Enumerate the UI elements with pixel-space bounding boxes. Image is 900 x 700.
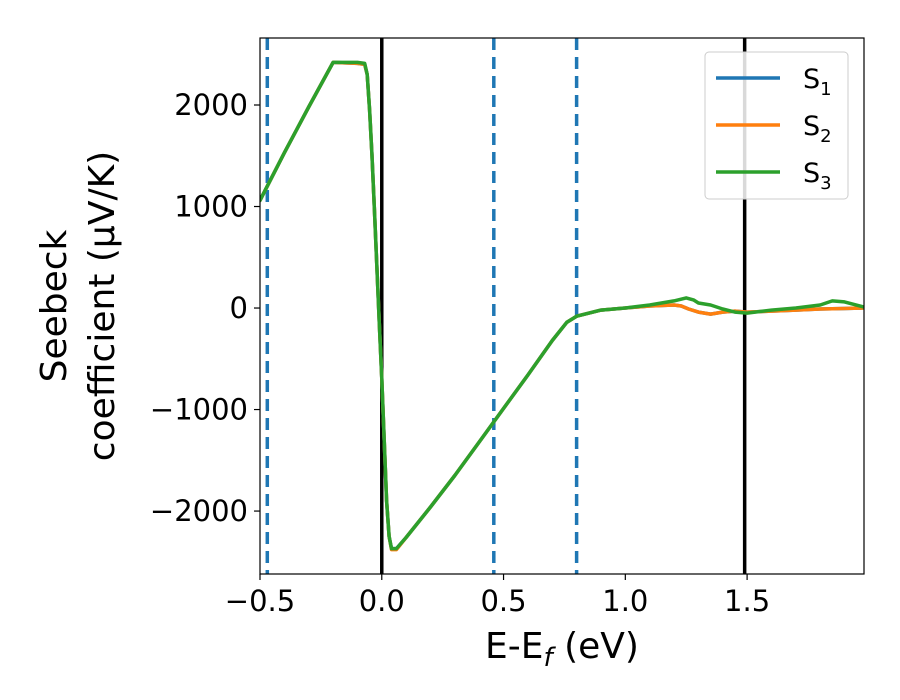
legend-label-S1: S1 bbox=[803, 64, 832, 100]
y-tick-label: 0 bbox=[230, 291, 248, 325]
x-axis-title: E-Ef (eV) bbox=[485, 626, 639, 673]
legend-label-S3: S3 bbox=[803, 158, 832, 194]
y-axis-title: Seebeck coefficient (μV/K) bbox=[34, 151, 123, 461]
x-tick-label: 1.5 bbox=[724, 584, 770, 618]
series-layer bbox=[260, 60, 864, 552]
y-axis-title-line-2: coefficient (μV/K) bbox=[82, 151, 123, 461]
plot-frame bbox=[259, 37, 865, 575]
y-axis-title-line-1: Seebeck bbox=[34, 229, 75, 382]
x-tick-label: −0.5 bbox=[225, 584, 295, 618]
series-line-S3 bbox=[260, 60, 864, 551]
x-tick-label: 0.5 bbox=[480, 584, 526, 618]
y-tick-label: 1000 bbox=[174, 190, 248, 224]
x-axis: −0.5 0.0 0.5 1.0 1.5 bbox=[225, 574, 770, 618]
y-tick-label: −1000 bbox=[150, 393, 248, 427]
legend-label-S2: S2 bbox=[803, 111, 832, 147]
x-tick-label: 1.0 bbox=[602, 584, 648, 618]
y-tick-label: 2000 bbox=[174, 88, 248, 122]
y-tick-label: −2000 bbox=[150, 494, 248, 528]
legend: S1 S2 S3 bbox=[704, 51, 849, 200]
x-tick-label: 0.0 bbox=[359, 584, 405, 618]
y-axis: 2000 1000 0 −1000 −2000 bbox=[150, 88, 260, 528]
